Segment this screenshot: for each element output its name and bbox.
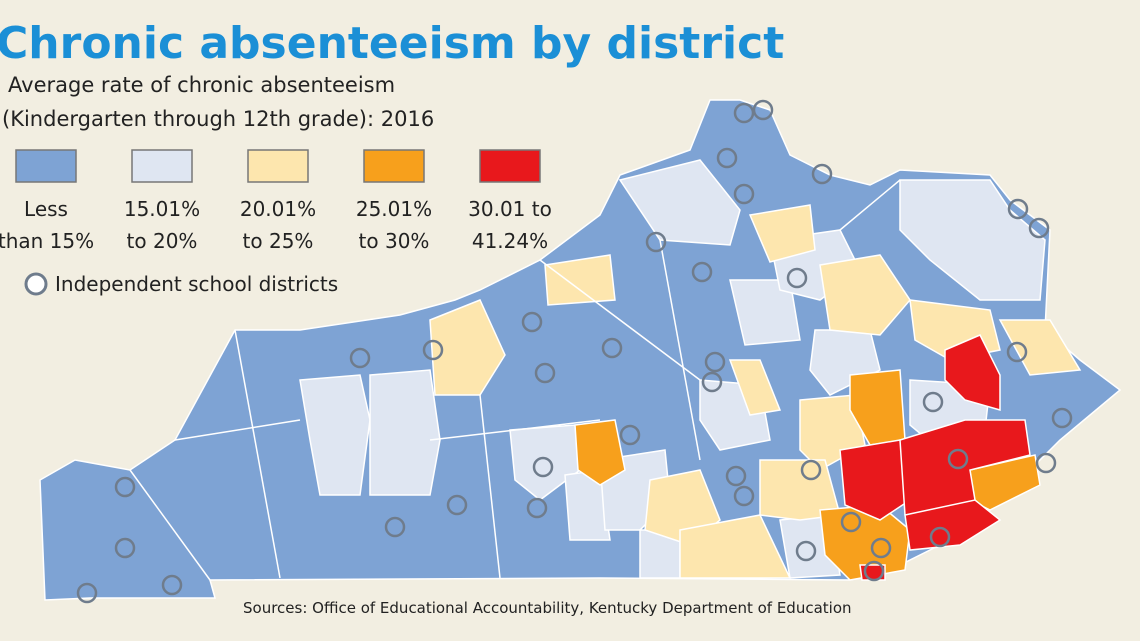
subtitle: Average rate of chronic absenteeism — [8, 73, 395, 97]
legend-label: 25.01% — [356, 197, 432, 221]
legend-label: 41.24% — [472, 229, 548, 253]
counties — [129, 159, 1082, 581]
title: Chronic absenteeism by district — [0, 18, 784, 69]
independent-label: Independent school districts — [55, 272, 338, 296]
legend-label: 30.01 to — [468, 197, 552, 221]
source: Sources: Office of Educational Accountab… — [243, 599, 852, 617]
independent-symbol — [24, 272, 48, 296]
legend-label: to 20% — [127, 229, 198, 253]
subtitle: (Kindergarten through 12th grade): 2016 — [2, 107, 434, 131]
legend-swatch — [15, 149, 77, 183]
legend-label: to 30% — [359, 229, 430, 253]
independent-districts — [76, 99, 1073, 604]
legend-label: 20.01% — [240, 197, 316, 221]
legend: Less than 15% 15.01% to 20% 20.01% to 25% 25.0… — [0, 149, 552, 253]
legend-label: Less — [24, 197, 68, 221]
legend-label: 15.01% — [124, 197, 200, 221]
legend-swatch — [479, 149, 541, 183]
legend-label: than 15% — [0, 229, 94, 253]
kentucky-map — [39, 99, 1122, 604]
legend-label: to 25% — [243, 229, 314, 253]
legend-swatch — [131, 149, 193, 183]
legend-swatch — [363, 149, 425, 183]
legend-swatch — [247, 149, 309, 183]
